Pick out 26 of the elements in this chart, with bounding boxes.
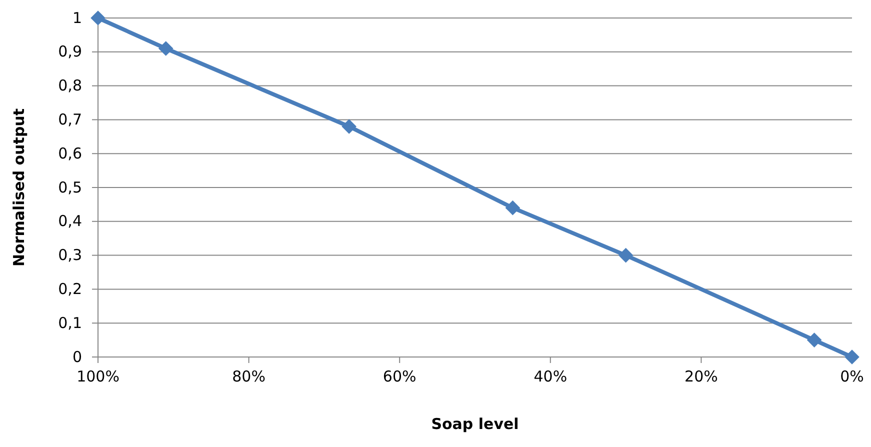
- point: [342, 119, 356, 134]
- y-tick-label: 0,6: [58, 144, 82, 162]
- x-tick-label: 100%: [76, 368, 120, 386]
- x-tick-label: 20%: [684, 368, 718, 386]
- point: [90, 10, 106, 26]
- x-tick-label: 40%: [534, 368, 568, 386]
- y-tick-label: 0,7: [58, 110, 82, 128]
- point: [806, 332, 822, 348]
- y-axis-title: Normalised output: [10, 108, 28, 267]
- x-tick-label: 60%: [382, 368, 416, 386]
- y-tick-label: 0,2: [58, 280, 82, 298]
- point: [158, 41, 174, 56]
- y-tick-label: 0,3: [58, 246, 82, 264]
- y-tick-label: 1: [72, 8, 82, 27]
- y-tick-label: 0,9: [58, 42, 82, 61]
- x-tick-label: 0%: [840, 368, 864, 386]
- x-axis-title: Soap level: [431, 415, 519, 433]
- y-tick-label: 0,5: [58, 178, 82, 196]
- y-tick-label: 0,8: [58, 76, 82, 95]
- x-tick-label: 80%: [232, 368, 266, 386]
- point: [844, 350, 860, 364]
- y-tick-label: 0: [72, 348, 82, 366]
- y-tick-label: 0,4: [58, 212, 82, 230]
- point: [618, 248, 634, 263]
- point: [505, 200, 520, 216]
- y-tick-label: 0,1: [58, 314, 82, 332]
